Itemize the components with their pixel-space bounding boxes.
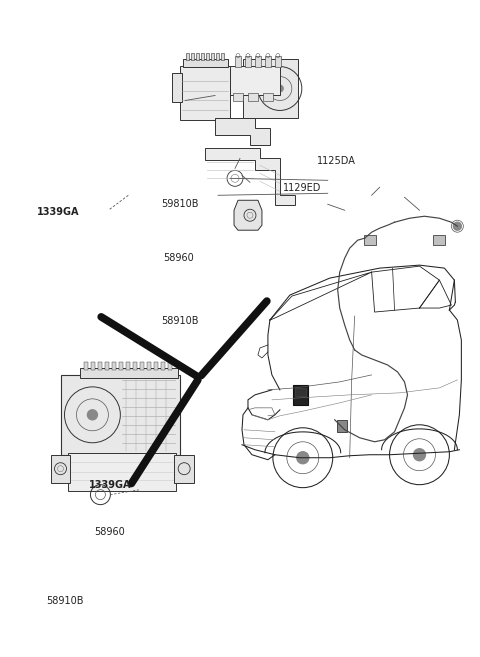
Bar	[216, 53, 219, 60]
Bar	[206, 53, 209, 60]
Bar	[126, 362, 130, 370]
Bar	[248, 93, 258, 101]
Text: 1129ED: 1129ED	[283, 183, 322, 193]
Bar	[293, 385, 308, 405]
Bar	[275, 56, 281, 66]
Bar	[295, 388, 306, 396]
Bar	[98, 362, 102, 370]
Bar	[154, 362, 158, 370]
Text: 58960: 58960	[94, 527, 125, 537]
Bar	[60, 375, 180, 455]
Text: 1339GA: 1339GA	[89, 480, 132, 489]
Bar	[50, 455, 71, 483]
Polygon shape	[205, 148, 295, 205]
Bar	[255, 56, 261, 66]
Bar	[364, 235, 376, 245]
Bar	[243, 58, 298, 118]
Text: 1339GA: 1339GA	[36, 207, 79, 217]
Bar	[168, 362, 172, 370]
Bar	[120, 362, 123, 370]
Bar	[221, 53, 224, 60]
Bar	[106, 362, 109, 370]
Bar	[433, 235, 445, 245]
Text: 59810B: 59810B	[161, 199, 199, 209]
Circle shape	[276, 85, 284, 93]
Bar	[191, 53, 194, 60]
Polygon shape	[180, 66, 230, 120]
Bar	[174, 455, 194, 483]
Polygon shape	[234, 200, 262, 230]
Polygon shape	[230, 66, 280, 95]
Circle shape	[413, 449, 425, 461]
Bar	[147, 362, 151, 370]
Bar	[84, 362, 88, 370]
Text: 58910B: 58910B	[161, 315, 199, 326]
Bar	[263, 93, 273, 101]
Bar	[112, 362, 116, 370]
Circle shape	[297, 452, 309, 464]
Bar	[81, 368, 178, 378]
Bar	[91, 362, 96, 370]
Bar	[69, 453, 176, 491]
Bar	[140, 362, 144, 370]
Bar	[133, 362, 137, 370]
Polygon shape	[215, 118, 270, 145]
Bar	[233, 93, 243, 101]
Bar	[172, 72, 182, 102]
Text: 1125DA: 1125DA	[317, 156, 356, 166]
Text: 58960: 58960	[163, 254, 194, 263]
Bar	[235, 56, 241, 66]
Bar	[245, 56, 251, 66]
Polygon shape	[183, 58, 228, 66]
Bar	[336, 420, 347, 432]
Bar	[265, 56, 271, 66]
Bar	[196, 53, 199, 60]
Text: 58910B: 58910B	[46, 596, 84, 606]
Bar	[211, 53, 214, 60]
Circle shape	[454, 222, 461, 230]
Circle shape	[87, 410, 97, 420]
Bar	[186, 53, 189, 60]
Bar	[201, 53, 204, 60]
Bar	[161, 362, 165, 370]
